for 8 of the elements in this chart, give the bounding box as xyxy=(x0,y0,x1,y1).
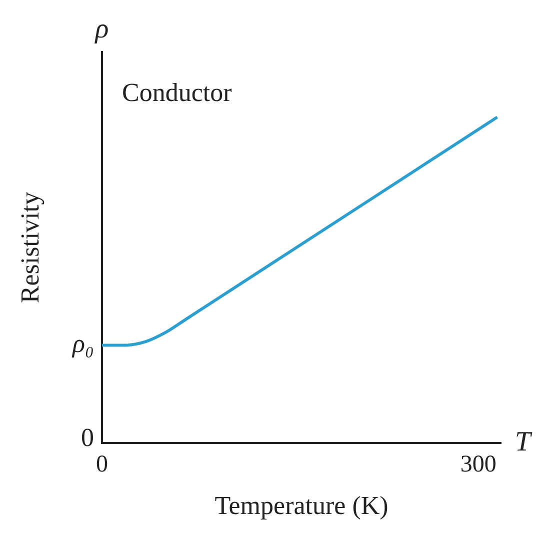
x-axis-title: Temperature (K) xyxy=(214,491,388,520)
text: T xyxy=(515,426,533,458)
x-tick-label: 300 xyxy=(460,452,496,478)
text: 0 xyxy=(81,422,94,452)
annotation: ρ₀ xyxy=(71,329,94,358)
text: Conductor xyxy=(122,78,232,107)
y-axis-title: Resistivity xyxy=(15,192,44,304)
text: ρ xyxy=(94,13,109,44)
